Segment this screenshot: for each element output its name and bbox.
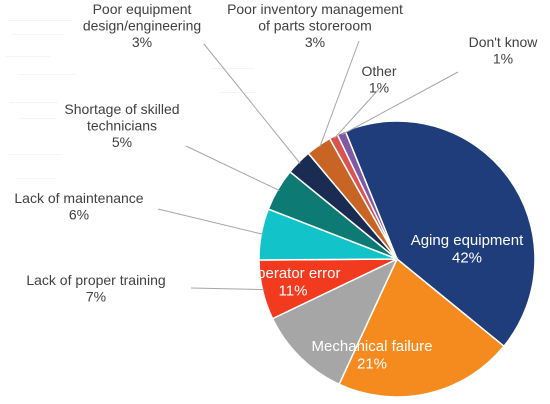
slice-label-aging-equipment: Aging equipment 42%: [411, 232, 524, 267]
pie-slice-aging-equipment: [344, 120, 536, 348]
label-layer: Aging equipment 42% Mechanical failure 21% O…: [14, 1, 538, 373]
slice-label-operator-error: Operator error 11%: [245, 265, 340, 300]
slice-label-don-t-know: Don't know 1%: [469, 34, 539, 67]
slice-label-lack-of-maintenance: Lack of maintenance 6%: [14, 190, 143, 223]
leader-line-poor-inventory-management-of-parts-storeroom: [319, 40, 360, 148]
leader-line-don-t-know: [341, 71, 459, 136]
slice-label-lack-of-proper-training: Lack of proper training 7%: [26, 272, 165, 305]
slice-layer: [258, 120, 536, 398]
slice-label-poor-equipment-design-engineering: Poor equipment design/engineering 3%: [83, 1, 201, 50]
slice-label-shortage-of-skilled-technicians: Shortage of skilled technicians 5%: [64, 101, 179, 150]
leader-line-layer: [157, 40, 459, 291]
pie-slice-operator-error: [271, 257, 399, 386]
slice-label-other: Other 1%: [361, 63, 396, 96]
leader-line-other: [334, 88, 380, 139]
slice-label-poor-inventory-management-of-parts-storeroom: Poor inventory management of parts storer…: [227, 1, 403, 50]
slice-label-mechanical-failure: Mechanical failure 21%: [312, 338, 433, 373]
leader-line-poor-equipment-design-engineering: [203, 43, 301, 164]
leader-line-lack-of-proper-training: [190, 287, 265, 291]
pie-slice-mechanical-failure: [338, 257, 505, 398]
leader-line-shortage-of-skilled-technicians: [185, 145, 280, 192]
leader-line-lack-of-maintenance: [157, 208, 264, 235]
